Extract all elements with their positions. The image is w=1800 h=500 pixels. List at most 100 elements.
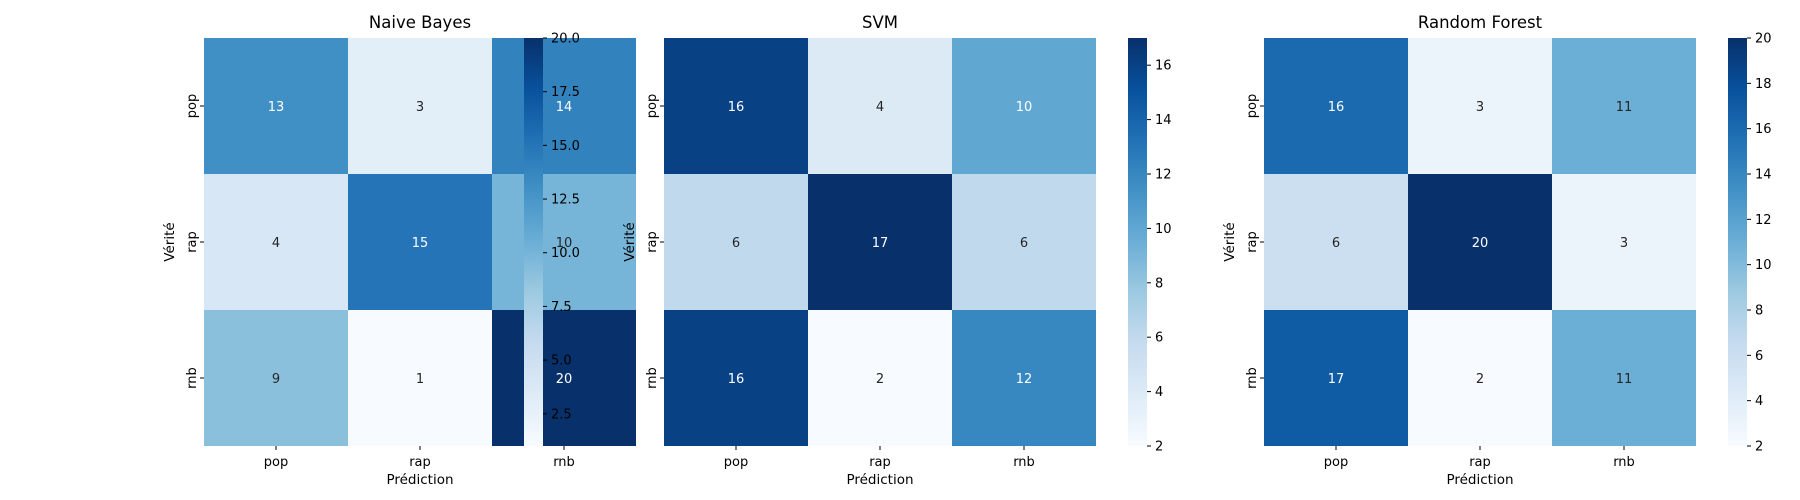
colorbar-tick-label: 5.0: [551, 354, 572, 369]
colorbar: [1728, 38, 1747, 446]
x-tick-label: rap: [409, 455, 431, 470]
cell-value-label: 2: [876, 372, 884, 387]
colorbar-tick-label: 10: [1155, 222, 1172, 237]
cell-value-label: 10: [1016, 100, 1033, 115]
heatmap-cell: [664, 310, 808, 446]
heatmap-cell: [1408, 38, 1552, 174]
x-tick-label: rnb: [1613, 455, 1635, 470]
cell-value-label: 15: [412, 236, 429, 251]
y-axis-label: Vérité: [1222, 222, 1238, 261]
colorbar-tick-label: 2.5: [551, 407, 572, 422]
colorbar-tick-label: 20: [1755, 32, 1772, 47]
colorbar-tick-label: 8: [1155, 276, 1163, 291]
x-tick-label: rap: [1469, 455, 1491, 470]
y-axis-label: Vérité: [622, 222, 638, 261]
heatmap-cell: [492, 174, 636, 310]
heatmap-cell: [204, 38, 348, 174]
y-tick-label: rap: [185, 231, 200, 253]
colorbar-tick-label: 6: [1155, 331, 1163, 346]
heatmap-cell: [1552, 174, 1696, 310]
colorbar-tick-label: 20.0: [551, 32, 580, 47]
heatmap-cell: [1552, 310, 1696, 446]
heatmap-cell: [492, 310, 636, 446]
heatmap-cell: [808, 174, 952, 310]
colorbar-tick-label: 2: [1755, 440, 1763, 455]
cell-value-label: 11: [1616, 372, 1633, 387]
heatmap-panel-3: Random Forest 16 3 11 6 20 3 17 2 11 pop rap rnb Préd…: [1222, 13, 1772, 488]
colorbar-tick-label: 16: [1755, 122, 1772, 137]
colorbar-tick-label: 18: [1755, 77, 1772, 92]
cell-value-label: 6: [732, 236, 740, 251]
heatmap-cell: [808, 38, 952, 174]
x-axis-label: Prédiction: [846, 472, 913, 488]
colorbar-tick-label: 17.5: [551, 85, 580, 100]
colorbar-tick-label: 10: [1755, 258, 1772, 273]
colorbar-tick-label: 14: [1755, 168, 1772, 183]
heatmap-cell: [1408, 174, 1552, 310]
heatmap-panel-2: SVM 16 4 10 6 17 6 16 2 12 pop rap rnb Prédiction pop r…: [622, 13, 1172, 488]
colorbar: [524, 38, 543, 446]
colorbar-tick-label: 10.0: [551, 246, 580, 261]
cell-value-label: 6: [1020, 236, 1028, 251]
heatmap-cell: [1264, 38, 1408, 174]
colorbar-tick-label: 15.0: [551, 139, 580, 154]
cell-value-label: 10: [556, 236, 573, 251]
cell-value-label: 9: [272, 372, 280, 387]
heatmap-cell: [1408, 310, 1552, 446]
y-tick-label: rnb: [1245, 367, 1260, 389]
panel-title: Random Forest: [1418, 13, 1543, 32]
y-tick-label: rnb: [645, 367, 660, 389]
cell-value-label: 3: [1620, 236, 1628, 251]
colorbar-tick-label: 12: [1155, 168, 1172, 183]
cell-value-label: 17: [1328, 372, 1345, 387]
colorbar: [1128, 38, 1147, 446]
heatmap-cell: [1264, 310, 1408, 446]
cell-value-label: 16: [728, 100, 745, 115]
cell-value-label: 6: [1332, 236, 1340, 251]
cell-value-label: 20: [556, 372, 573, 387]
x-axis-label: Prédiction: [386, 472, 453, 488]
colorbar-tick-label: 4: [1155, 385, 1163, 400]
heatmap-cell: [808, 310, 952, 446]
x-tick-label: rnb: [1013, 455, 1035, 470]
heatmap-cell: [1264, 174, 1408, 310]
cell-value-label: 13: [268, 100, 285, 115]
y-axis-label: Vérité: [162, 222, 178, 261]
cell-value-label: 11: [1616, 100, 1633, 115]
heatmap-cell: [952, 174, 1096, 310]
cell-value-label: 4: [876, 100, 884, 115]
panel-title: Naive Bayes: [369, 13, 471, 32]
colorbar-tick-label: 7.5: [551, 300, 572, 315]
cell-value-label: 17: [872, 236, 889, 251]
colorbar-tick-label: 12.5: [551, 193, 580, 208]
cell-value-label: 12: [1016, 372, 1033, 387]
cell-value-label: 16: [728, 372, 745, 387]
x-tick-label: rap: [869, 455, 891, 470]
y-tick-label: rap: [645, 231, 660, 253]
cell-value-label: 20: [1472, 236, 1489, 251]
y-tick-label: rap: [1245, 231, 1260, 253]
cell-value-label: 2: [1476, 372, 1484, 387]
cell-value-label: 1: [416, 372, 424, 387]
cell-value-label: 16: [1328, 100, 1345, 115]
cell-value-label: 14: [556, 100, 573, 115]
x-axis-label: Prédiction: [1446, 472, 1513, 488]
y-tick-label: pop: [1245, 94, 1260, 118]
colorbar-tick-label: 4: [1755, 394, 1763, 409]
heatmap-cell: [952, 310, 1096, 446]
colorbar-tick-label: 8: [1755, 304, 1763, 319]
heatmap-cell: [492, 38, 636, 174]
heatmap-cell: [664, 38, 808, 174]
heatmap-panel-1: Naive Bayes 13 3 14 4 15 10 9 1 20 pop rap rnb Prédic…: [162, 13, 636, 488]
panel-title: SVM: [862, 13, 898, 32]
heatmap-cell: [348, 174, 492, 310]
heatmap-cell: [348, 38, 492, 174]
y-tick-label: pop: [185, 94, 200, 118]
x-tick-label: pop: [264, 455, 288, 470]
x-tick-label: pop: [724, 455, 748, 470]
y-tick-label: pop: [645, 94, 660, 118]
colorbar-tick-label: 14: [1155, 113, 1172, 128]
cell-value-label: 3: [1476, 100, 1484, 115]
colorbar-tick-label: 16: [1155, 59, 1172, 74]
